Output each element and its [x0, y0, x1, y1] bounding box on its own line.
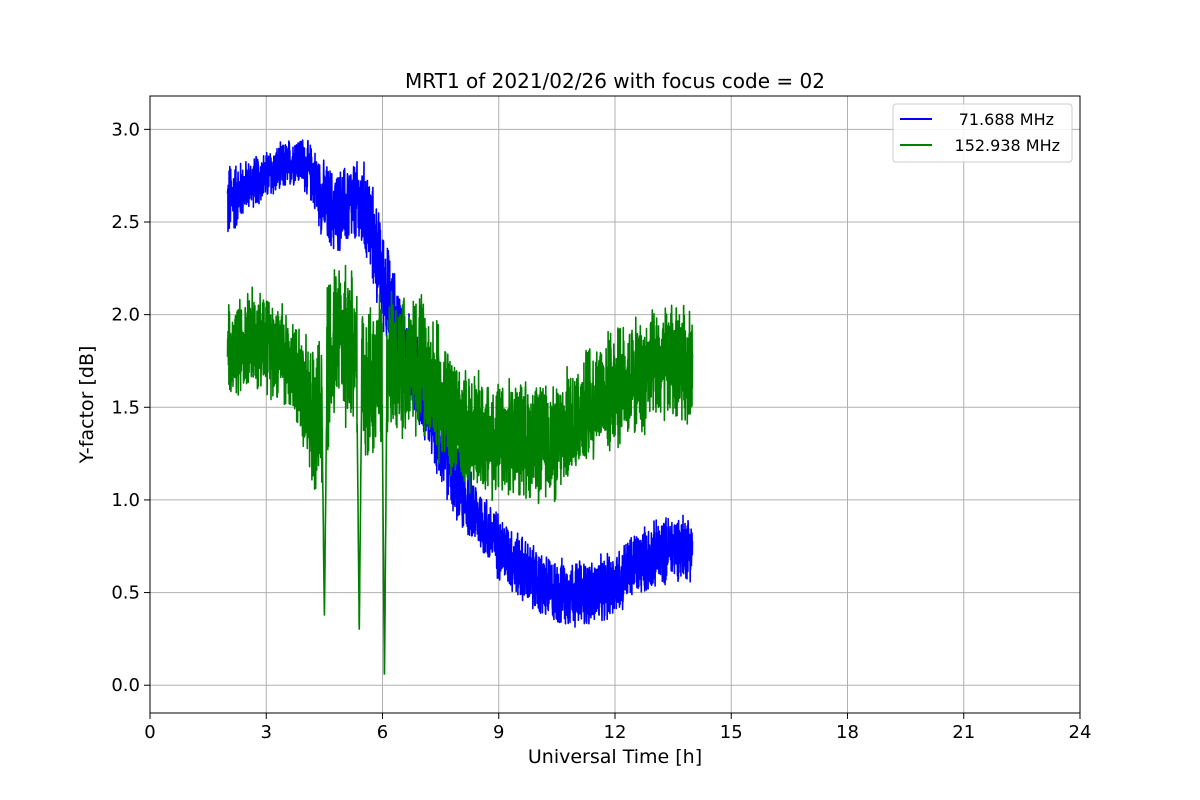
x-tick-label: 0: [144, 722, 155, 743]
legend-box: [892, 103, 1073, 163]
x-tick-label: 12: [604, 722, 627, 743]
x-tick-label: 9: [493, 722, 504, 743]
y-tick-label: 0.0: [111, 675, 140, 696]
y-tick-label: 1.0: [111, 490, 140, 511]
y-tick-label: 2.0: [111, 305, 140, 326]
x-tick-label: 3: [261, 722, 272, 743]
plot-series: [226, 139, 694, 675]
legend: 71.688 MHz 152.938 MHz: [892, 103, 1073, 163]
x-tick-label: 15: [720, 722, 743, 743]
series-line-0: [226, 139, 694, 628]
x-tick-label: 21: [952, 722, 975, 743]
x-axis-label: Universal Time [h]: [528, 746, 702, 768]
y-tick-label: 0.5: [111, 583, 140, 604]
x-tick-label: 6: [377, 722, 388, 743]
y-tick-label: 2.5: [111, 212, 140, 233]
x-axis-ticks: 0 3 6 9 12 15 18 21 24: [144, 713, 1091, 743]
y-tick-label: 3.0: [111, 119, 140, 140]
legend-label-71mhz: 71.688 MHz: [959, 110, 1054, 129]
chart-title: MRT1 of 2021/02/26 with focus code = 02: [405, 69, 825, 93]
x-tick-label: 24: [1069, 722, 1092, 743]
x-tick-label: 18: [836, 722, 859, 743]
y-axis-label: Y-factor [dB]: [76, 346, 98, 465]
legend-label-152mhz: 152.938 MHz: [955, 136, 1060, 155]
series-line-1: [226, 264, 694, 675]
y-axis-ticks: 0.0 0.5 1.0 1.5 2.0 2.5 3.0: [111, 119, 150, 696]
y-tick-label: 1.5: [111, 397, 140, 418]
